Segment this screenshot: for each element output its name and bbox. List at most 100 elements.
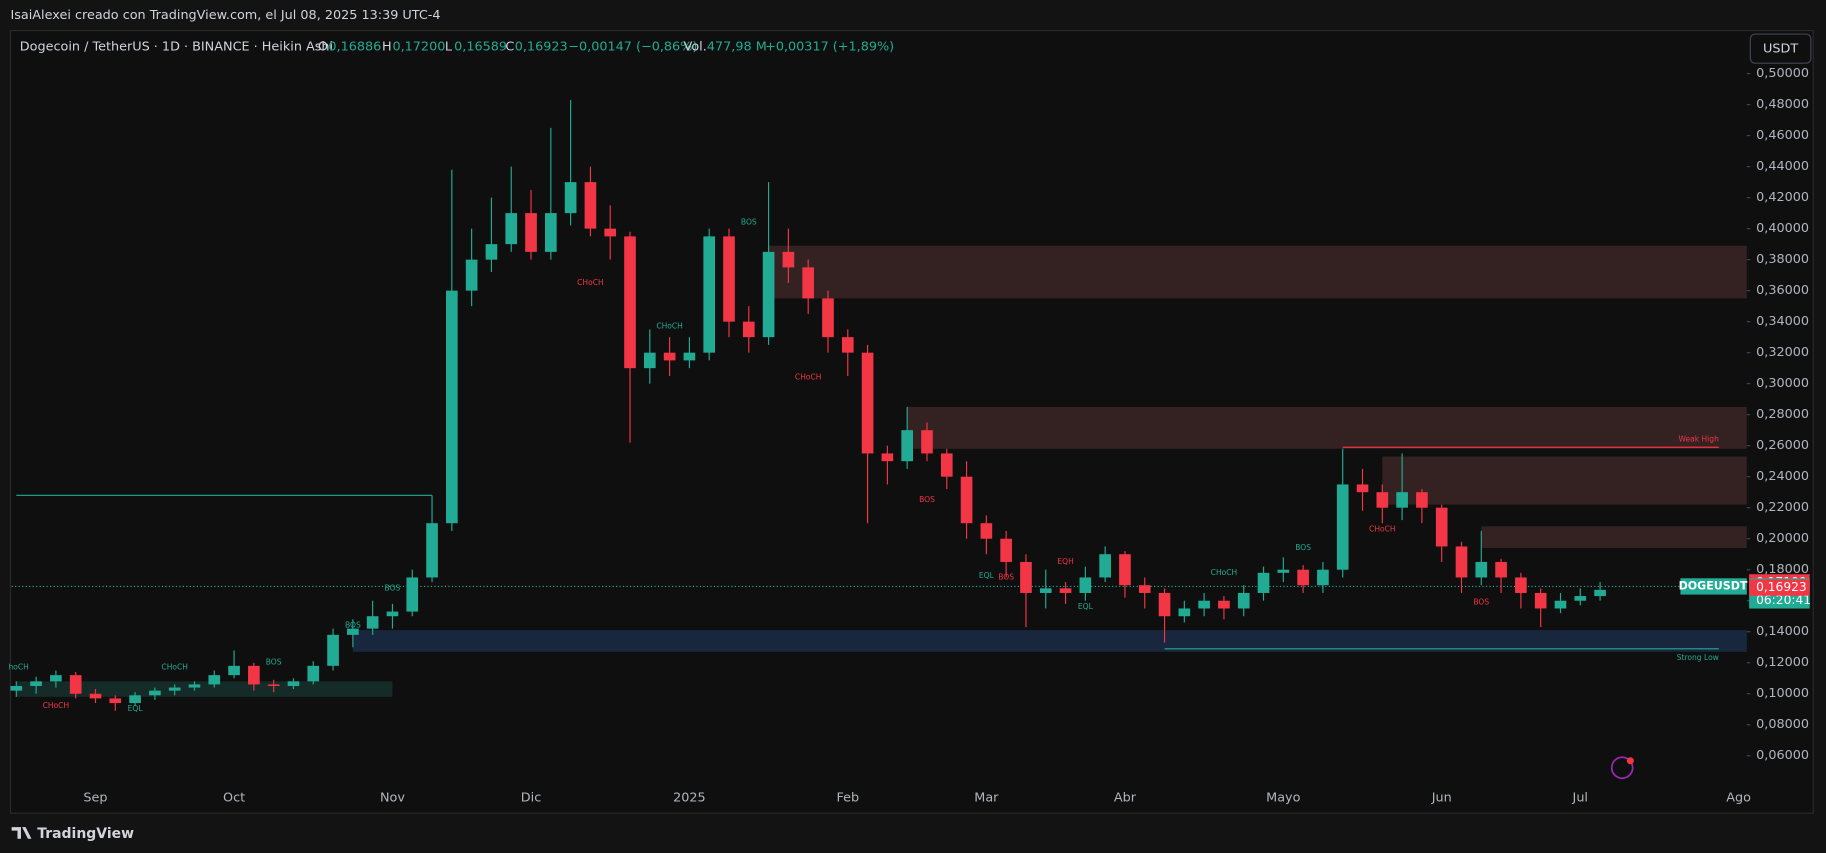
value: 0,16886 [328,39,381,54]
annotation: EQL [1078,602,1094,611]
x-tick-label: Feb [836,790,859,805]
candle-body [228,665,240,676]
x-tick-label: Dic [521,790,541,805]
x-tick-label: Jul [1572,790,1588,805]
candle-body [960,476,973,524]
candle-body [485,244,498,260]
y-tick-label: 0,50000 [1756,66,1809,81]
candle-body [1237,592,1250,609]
annotation: BOS [919,495,935,504]
alert-dot [1626,757,1634,765]
candle-body [248,665,260,685]
candle-body [564,182,577,214]
candle-body [69,675,82,694]
candle-body [901,430,913,462]
currency-label[interactable]: USDT [1763,42,1798,57]
candle-body [1515,577,1527,593]
y-tick-label: 0,36000 [1756,283,1809,298]
y-tick-label: 0,26000 [1756,438,1809,453]
zone [768,245,1747,299]
candle-body [1396,492,1408,508]
plot-area: hoCH CHoCH EQL CHoCH BOS BOS BOS CHoCH CHoCH BOS C… [8,99,1747,713]
value: 0,17200 [392,39,445,54]
symbol-tag [1680,578,1747,595]
x-tick-label: Sep [83,790,107,805]
value: 477,98 M [707,39,767,54]
annotation: BOS [266,658,282,667]
annotation: Strong Low [1677,653,1719,662]
value: 0,16923 [515,39,568,54]
candle-body [822,298,834,338]
y-tick-label: 0,12000 [1756,655,1809,670]
candle-body [742,321,755,338]
candle-body [723,236,735,322]
candle-body [1039,588,1052,593]
candle-body [386,611,399,617]
candle-body [1277,569,1290,573]
y-tick-label: 0,20000 [1756,531,1809,546]
candle-body [1119,554,1131,586]
y-tick-label: 0,18000 [1756,562,1809,577]
zone [1382,456,1747,505]
y-tick-label: 0,48000 [1756,97,1809,112]
candle-body [1376,492,1389,508]
candle-body [802,267,815,299]
annotation: BOS [385,583,401,592]
symbol: Dogecoin / TetherUS · 1D · BINANCE · Hei… [20,39,333,54]
annotation: BOS [741,217,757,226]
candle-body [1356,484,1369,493]
candle-body [366,616,379,629]
annotation: BOS [998,572,1014,581]
candle-body [1158,592,1171,617]
candle-body [703,236,716,353]
candle-body [1455,546,1468,578]
zone [907,406,1747,449]
currency-button[interactable] [1749,33,1812,64]
x-tick-label: Jun [1431,790,1452,805]
candle-body [663,352,676,361]
candle-body [287,681,300,686]
y-tick-label: 0,32000 [1756,345,1809,360]
brand: TradingView [37,826,134,842]
candle-body [683,352,696,361]
annotation: CHoCH [1369,524,1396,533]
candle-body [446,290,458,524]
candle-body [426,523,438,578]
candle-body [584,182,597,229]
alert-icon[interactable] [1610,756,1634,780]
candle-body [347,628,359,635]
y-tick-label: 0,10000 [1756,686,1809,701]
zone [1481,526,1747,549]
candle-body [1020,561,1032,593]
legend: Dogecoin / TetherUS · 1D · BINANCE · Hei… [20,39,894,54]
symbol-label: DOGEUSDT [1679,579,1748,592]
candle-body [1297,569,1309,586]
candle-body [89,693,102,699]
candle-body [30,681,42,686]
candle-body [881,453,894,462]
y-tick-label: 0,06000 [1756,748,1809,763]
x-tick-label: 2025 [673,790,706,805]
candle-body [762,251,775,338]
label: Vol. [684,39,707,54]
candle-body [327,634,339,666]
annotation: BOS [345,621,361,630]
candle-body [1099,554,1111,578]
annotation: CHoCH [577,278,604,287]
logo [11,827,32,839]
price-tag [1749,579,1810,596]
candle-body [1218,600,1230,609]
candle-body [1079,577,1092,593]
candle-body [1198,600,1210,609]
annotation: BOS [1473,597,1489,606]
candle-body [1336,484,1349,570]
change: −0,00147 (−0,86%) [568,39,697,54]
x-tick-label: Ago [1726,790,1751,805]
candle-body [624,236,636,369]
annotation: Weak High [1678,434,1719,443]
candle-body [129,695,141,704]
x-tick-label: Abr [1114,790,1137,805]
annotation: BOS [1295,543,1311,552]
